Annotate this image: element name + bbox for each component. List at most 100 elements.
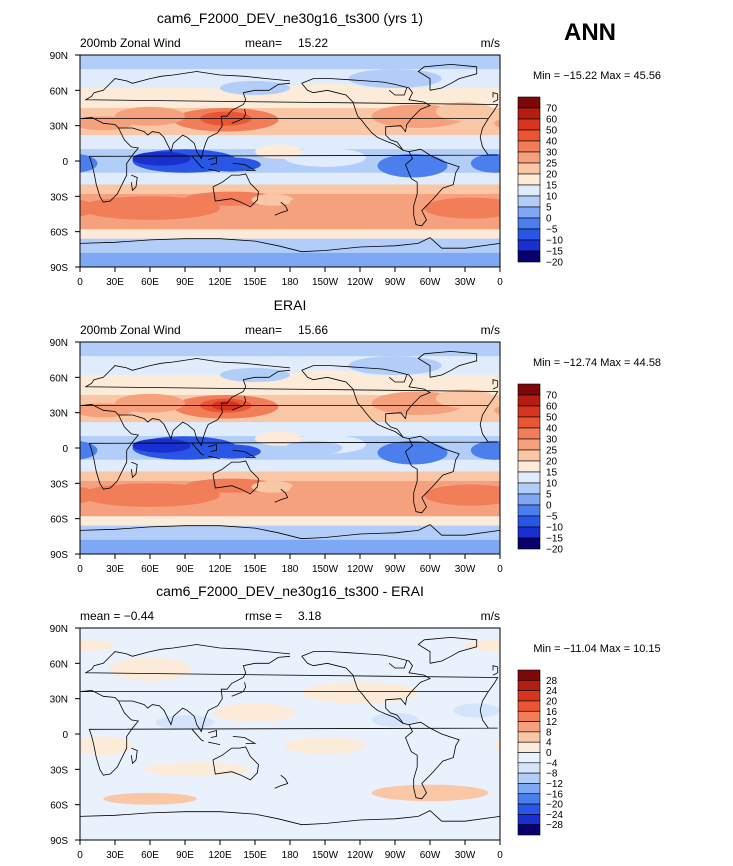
- colorbar-label: 20: [546, 170, 558, 181]
- colorbar-box: [517, 824, 541, 836]
- colorbar-box: [517, 471, 541, 484]
- contour-band: [80, 342, 500, 357]
- contour-blob: [132, 438, 191, 453]
- contour-blob: [0, 785, 68, 801]
- panel-model: cam6_F2000_DEV_ne30g16_ts300 (yrs 1) 200…: [0, 10, 733, 288]
- colorbar-label: 0: [546, 501, 552, 512]
- y-axis: 90N 60N 30N 0 30S 60S 90S: [50, 51, 80, 274]
- x-tick-label: 120E: [208, 277, 232, 288]
- panel-units: m/s: [481, 36, 500, 50]
- colorbar-label: 70: [546, 391, 558, 402]
- y-tick-label: 30S: [50, 479, 68, 490]
- colorbar-label: 20: [546, 696, 558, 707]
- x-tick-label: 30W: [455, 850, 476, 861]
- colorbar-label: 25: [546, 159, 558, 170]
- contour-blob: [0, 391, 45, 415]
- colorbar-label: −20: [546, 800, 563, 811]
- colorbar-label: 60: [546, 115, 558, 126]
- y-tick-label: 90S: [50, 263, 68, 274]
- x-tick-label: 30E: [106, 564, 124, 575]
- colorbar-box: [517, 460, 541, 473]
- x-tick-label: 30E: [106, 277, 124, 288]
- contour-blob: [698, 83, 733, 102]
- contour-blob: [470, 153, 500, 173]
- coastline: [80, 689, 498, 776]
- colorbar-label: 20: [546, 457, 558, 468]
- x-tick-label: 0: [77, 564, 83, 575]
- y-tick-label: 90N: [50, 51, 68, 62]
- min-max-label: Min = −11.04 Max = 10.15: [533, 643, 660, 655]
- contour-blob: [214, 703, 296, 723]
- coastline: [231, 396, 247, 411]
- colorbar-box: [517, 482, 541, 495]
- colorbar-box: [517, 814, 541, 825]
- contour-blob: [16, 102, 74, 121]
- colorbar-label: 5: [546, 203, 552, 214]
- panel-difference: cam6_F2000_DEV_ne30g16_ts300 - ERAI mean…: [0, 583, 661, 861]
- contour-blob: [284, 148, 366, 167]
- contour-blob: [605, 479, 698, 493]
- y-tick-label: 60S: [50, 228, 68, 239]
- contour-blob: [0, 69, 22, 88]
- colorbar-label: 50: [546, 126, 558, 137]
- x-tick-label: 180: [282, 564, 299, 575]
- contour-field: [0, 628, 500, 840]
- x-axis: 0 30E 60E 90E 120E 150E 180 150W 120W 90W 60W 30W 0: [77, 554, 503, 575]
- x-axis: 0 30E 60E 90E 120E 150E 180 150W 120W 90W 60W 30W 0: [77, 267, 503, 288]
- x-tick-label: 30W: [455, 564, 476, 575]
- panel-units: m/s: [481, 609, 500, 623]
- panel-left-label: 200mb Zonal Wind: [80, 323, 181, 337]
- coastline: [118, 369, 291, 447]
- contour-band: [80, 229, 500, 239]
- x-tick-label: 60W: [420, 850, 441, 861]
- colorbar-box: [517, 239, 541, 252]
- colorbar-box: [517, 383, 541, 396]
- coastline: [232, 736, 257, 744]
- colorbar-box: [517, 731, 541, 743]
- colorbar-box: [517, 162, 541, 175]
- colorbar-label: −15: [546, 247, 563, 258]
- colorbar-box: [517, 793, 541, 805]
- y-tick-label: 30N: [50, 122, 68, 133]
- x-tick-label: 120W: [347, 277, 374, 288]
- y-tick-label: 30S: [50, 192, 68, 203]
- colorbar-label: 15: [546, 468, 558, 479]
- coastlines: [80, 636, 500, 826]
- contour-blob: [377, 440, 448, 465]
- contour-blob: [80, 736, 133, 756]
- contour-blob: [80, 196, 220, 220]
- coastline: [274, 201, 289, 216]
- x-tick-label: 150E: [243, 850, 267, 861]
- coastline: [84, 644, 499, 692]
- contour-blob: [593, 395, 698, 419]
- colorbar-label: 4: [546, 738, 552, 749]
- contour-blob: [553, 149, 658, 173]
- colorbar-box: [517, 762, 541, 774]
- y-tick-label: 90S: [50, 550, 68, 561]
- contour-band: [80, 252, 500, 267]
- contour-blob: [155, 715, 215, 730]
- coastline: [208, 729, 217, 738]
- coastlines: [80, 63, 500, 253]
- contour-blob: [377, 153, 448, 178]
- contour-blob: [371, 712, 419, 727]
- contour-blob: [465, 639, 500, 652]
- contour-blob: [278, 370, 372, 390]
- contour-blob: [0, 154, 28, 178]
- colorbar-box: [517, 772, 541, 784]
- x-tick-label: 30W: [455, 277, 476, 288]
- colorbar-box: [517, 537, 541, 550]
- colorbar-box: [517, 405, 541, 418]
- contour-blob: [301, 682, 419, 704]
- contour-blob: [640, 368, 710, 382]
- colorbar-label: 10: [546, 192, 558, 203]
- coastline: [208, 168, 221, 172]
- contour-blob: [623, 157, 681, 171]
- coastline: [130, 174, 138, 192]
- x-axis: 0 30E 60E 90E 120E 150E 180 150W 120W 90W 60W 30W 0: [77, 840, 503, 861]
- colorbar-box: [517, 493, 541, 506]
- x-tick-label: 60W: [420, 564, 441, 575]
- contour-blob: [144, 762, 250, 777]
